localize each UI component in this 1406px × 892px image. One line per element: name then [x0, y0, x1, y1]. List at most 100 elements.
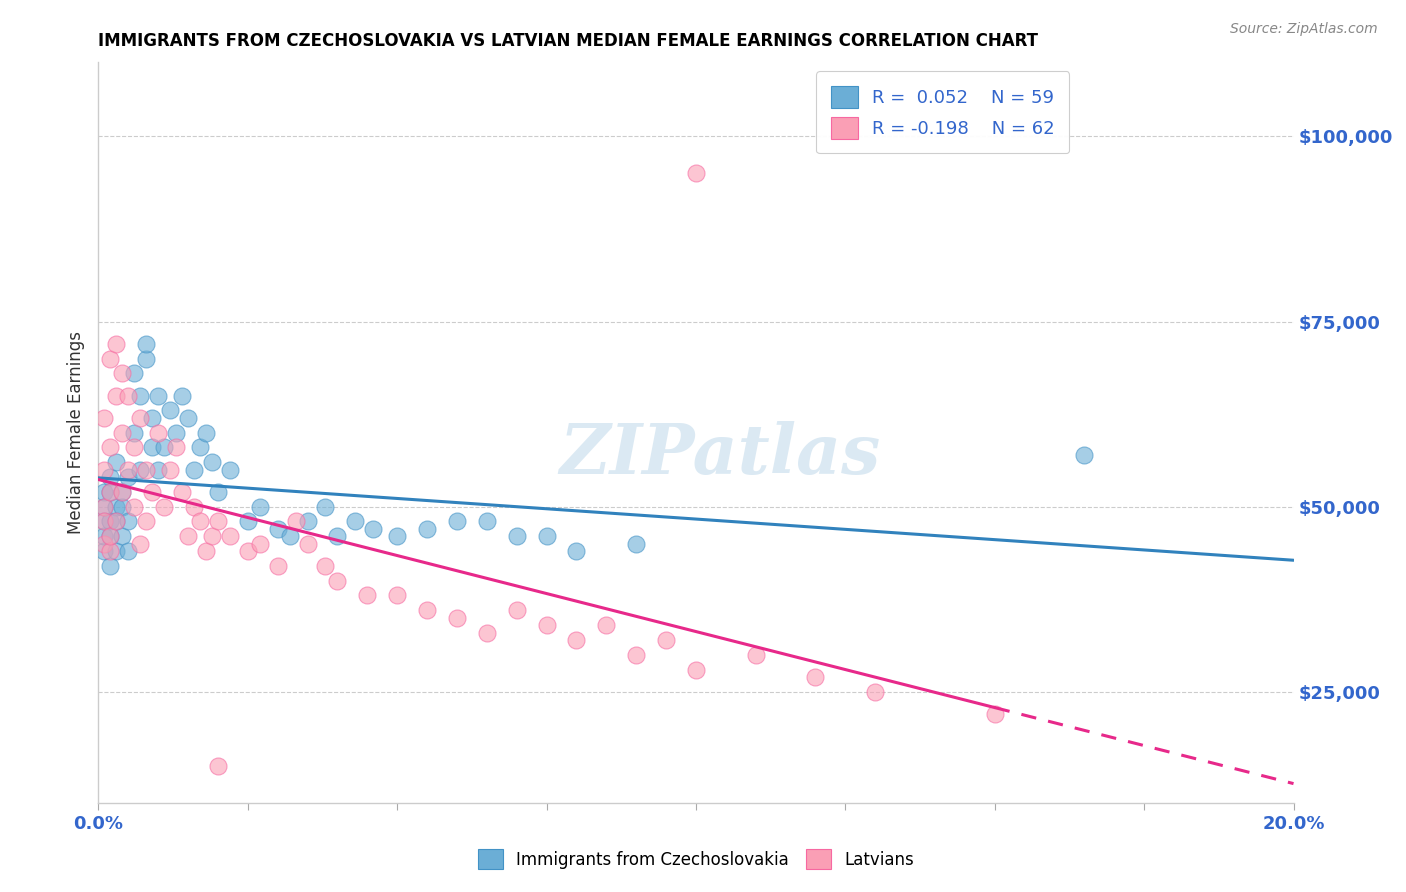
Point — [249, 500, 271, 514]
Point — [626, 536, 648, 550]
Point — [177, 529, 200, 543]
Point — [129, 462, 152, 476]
Point — [93, 515, 115, 529]
Point — [236, 544, 259, 558]
Point — [105, 500, 128, 514]
Point — [124, 441, 146, 455]
Point — [98, 529, 122, 543]
Point — [344, 515, 367, 529]
Point — [326, 574, 349, 588]
Point — [117, 389, 139, 403]
Point — [626, 648, 648, 662]
Point — [93, 410, 115, 425]
Point — [135, 462, 157, 476]
Point — [98, 484, 122, 499]
Point — [98, 558, 122, 573]
Point — [207, 484, 229, 499]
Point — [595, 618, 617, 632]
Point — [93, 544, 115, 558]
Point — [153, 441, 176, 455]
Point — [93, 500, 115, 514]
Point — [111, 529, 134, 543]
Point — [93, 500, 115, 514]
Point — [129, 389, 152, 403]
Point — [356, 589, 378, 603]
Point — [195, 544, 218, 558]
Point — [135, 351, 157, 366]
Point — [124, 367, 146, 381]
Point — [93, 515, 115, 529]
Point — [105, 544, 128, 558]
Point — [172, 484, 194, 499]
Point — [183, 462, 205, 476]
Point — [93, 529, 115, 543]
Point — [111, 484, 134, 499]
Point — [159, 462, 181, 476]
Point — [165, 441, 187, 455]
Point — [195, 425, 218, 440]
Point — [207, 758, 229, 772]
Point — [236, 515, 259, 529]
Point — [111, 367, 134, 381]
Point — [129, 410, 152, 425]
Point — [129, 536, 152, 550]
Point — [141, 410, 163, 425]
Point — [124, 425, 146, 440]
Point — [363, 522, 385, 536]
Point — [506, 603, 529, 617]
Point — [135, 336, 157, 351]
Point — [148, 425, 170, 440]
Point — [148, 462, 170, 476]
Point — [565, 632, 588, 647]
Point — [165, 425, 187, 440]
Point — [475, 515, 498, 529]
Point — [111, 500, 134, 514]
Point — [1073, 448, 1095, 462]
Point — [98, 351, 122, 366]
Point — [105, 455, 128, 469]
Point — [141, 441, 163, 455]
Point — [159, 403, 181, 417]
Point — [201, 455, 224, 469]
Point — [98, 544, 122, 558]
Point — [446, 611, 468, 625]
Point — [655, 632, 678, 647]
Point — [117, 462, 139, 476]
Point — [172, 389, 194, 403]
Point — [267, 558, 290, 573]
Point — [153, 500, 176, 514]
Point — [93, 462, 115, 476]
Point — [315, 558, 337, 573]
Point — [565, 544, 588, 558]
Point — [745, 648, 768, 662]
Point — [297, 536, 319, 550]
Point — [141, 484, 163, 499]
Text: Source: ZipAtlas.com: Source: ZipAtlas.com — [1230, 22, 1378, 37]
Point — [105, 389, 128, 403]
Point — [267, 522, 290, 536]
Point — [685, 663, 707, 677]
Point — [117, 544, 139, 558]
Point — [105, 336, 128, 351]
Point — [249, 536, 271, 550]
Legend: Immigrants from Czechoslovakia, Latvians: Immigrants from Czechoslovakia, Latvians — [471, 842, 921, 876]
Point — [98, 515, 122, 529]
Point — [475, 625, 498, 640]
Point — [284, 515, 307, 529]
Point — [207, 515, 229, 529]
Text: ZIPatlas: ZIPatlas — [560, 421, 880, 489]
Point — [297, 515, 319, 529]
Point — [278, 529, 301, 543]
Point — [685, 166, 707, 180]
Point — [536, 618, 558, 632]
Text: IMMIGRANTS FROM CZECHOSLOVAKIA VS LATVIAN MEDIAN FEMALE EARNINGS CORRELATION CHA: IMMIGRANTS FROM CZECHOSLOVAKIA VS LATVIA… — [98, 32, 1039, 50]
Point — [416, 603, 439, 617]
Point — [326, 529, 349, 543]
Point — [536, 529, 558, 543]
Point — [93, 484, 115, 499]
Point — [105, 515, 128, 529]
Point — [148, 389, 170, 403]
Point — [506, 529, 529, 543]
Point — [865, 685, 887, 699]
Point — [804, 670, 827, 684]
